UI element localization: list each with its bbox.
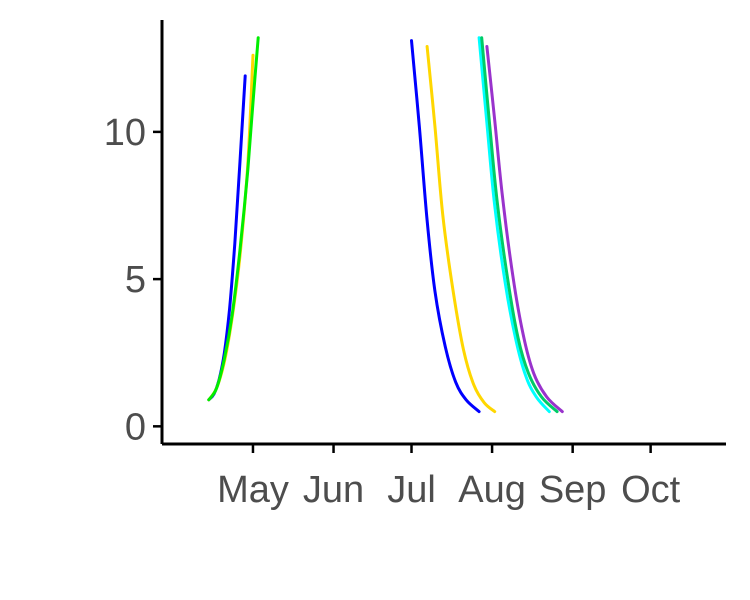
series-line xyxy=(480,36,559,414)
y-tick-label: 5 xyxy=(125,259,146,301)
x-tick-label: Oct xyxy=(621,469,681,511)
x-tick-label: May xyxy=(217,469,289,511)
y-tick-label: 10 xyxy=(104,112,146,154)
series-line xyxy=(207,36,260,402)
series-line xyxy=(410,39,481,414)
x-axis-ticks: May Jun Jul Aug Sep Oct xyxy=(217,444,681,511)
x-tick-label: Sep xyxy=(539,469,607,511)
series-line xyxy=(477,36,551,414)
series-line xyxy=(485,45,564,414)
plot-area xyxy=(207,36,564,414)
series-layer xyxy=(207,36,564,414)
series-line xyxy=(425,45,497,414)
x-tick-label: Jul xyxy=(387,469,436,511)
x-tick-label: Jun xyxy=(303,469,364,511)
series-line xyxy=(207,53,255,402)
y-axis-ticks: 0 5 10 xyxy=(104,112,162,448)
y-tick-label: 0 xyxy=(125,406,146,448)
x-tick-label: Aug xyxy=(458,469,526,511)
